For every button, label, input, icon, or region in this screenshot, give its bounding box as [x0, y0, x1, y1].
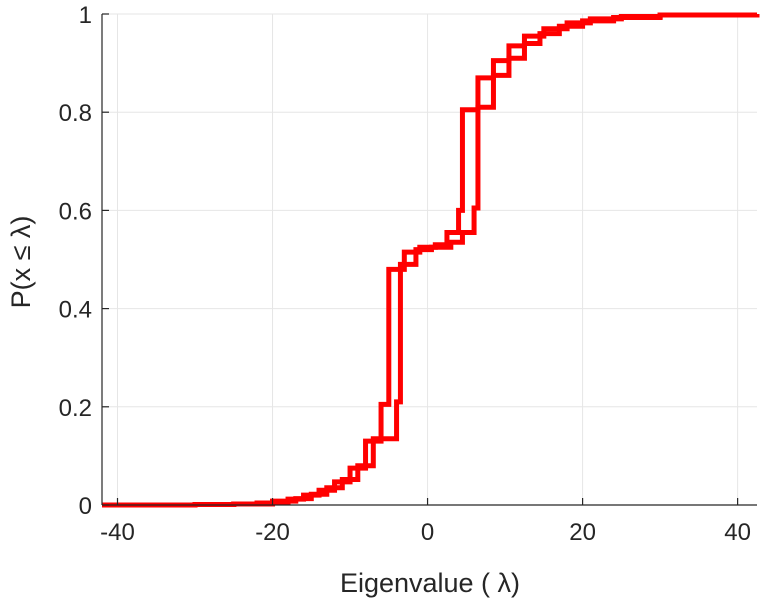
x-axis-label: Eigenvalue ( λ) [340, 568, 520, 598]
grid-layer [102, 13, 757, 506]
y-tick-label-0: 0 [79, 493, 92, 520]
series-layer [102, 12, 760, 508]
axes-layer [101, 14, 757, 506]
y-tick-label-1: 0.2 [59, 395, 92, 422]
cdf-series-0 [102, 12, 760, 508]
y-tick-label-2: 0.4 [59, 297, 92, 324]
y-tick-label-4: 0.8 [59, 100, 92, 127]
x-tick-label-1: -20 [255, 519, 290, 546]
x-tick-label-3: 20 [569, 519, 596, 546]
ticks-layer: -40 -20 0 20 40 0 0.2 0.4 0.6 0.8 1 [59, 2, 751, 546]
x-tick-label-0: -40 [100, 519, 135, 546]
y-tick-label-3: 0.6 [59, 198, 92, 225]
y-axis-label: P(x ≤ λ) [6, 216, 36, 309]
x-tick-label-4: 40 [724, 519, 751, 546]
y-tick-label-5: 1 [79, 2, 92, 29]
x-tick-label-2: 0 [421, 519, 434, 546]
cdf-series-1 [102, 12, 760, 508]
